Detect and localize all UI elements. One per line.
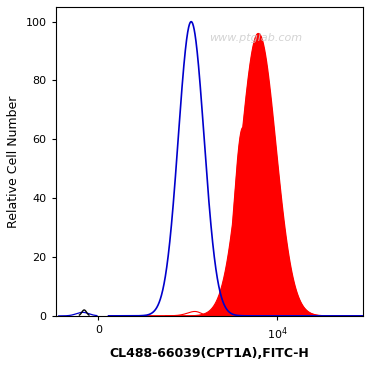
Y-axis label: Relative Cell Number: Relative Cell Number [7,95,20,228]
Text: www.ptglab.com: www.ptglab.com [209,33,302,43]
X-axis label: CL488-66039(CPT1A),FITC-H: CL488-66039(CPT1A),FITC-H [110,347,309,360]
